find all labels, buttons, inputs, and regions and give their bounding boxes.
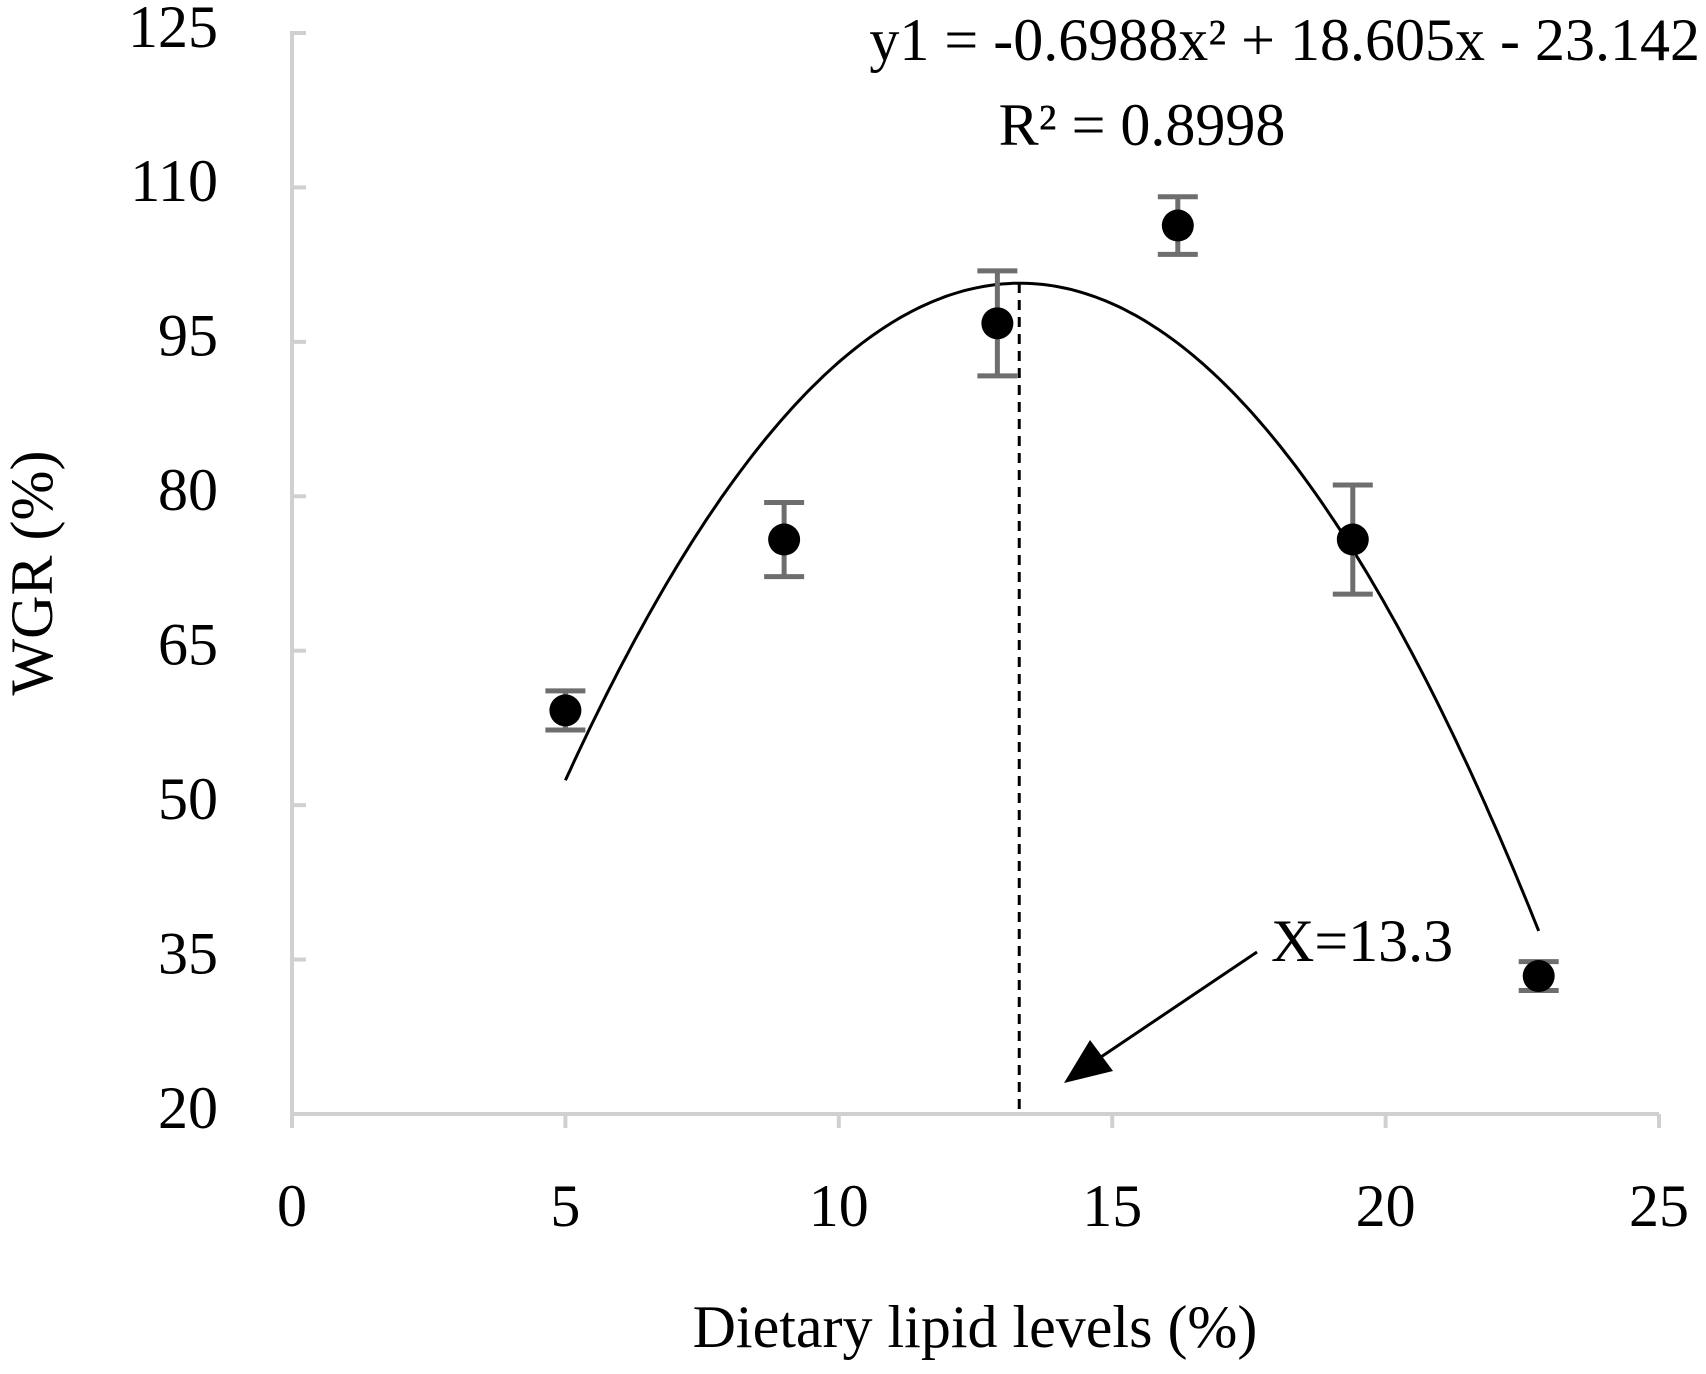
annotation-arrow-shaft <box>1094 950 1258 1063</box>
trendline <box>564 281 1541 932</box>
x-tick-label: 10 <box>809 1173 869 1239</box>
annotation-arrow-head <box>1064 1040 1113 1083</box>
fit-equation: y1 = -0.6988x² + 18.605x - 23.142 <box>869 7 1700 73</box>
reference-label: X=13.3 <box>1271 908 1453 974</box>
y-tick-label: 80 <box>158 457 218 523</box>
y-tick-label: 125 <box>128 0 218 60</box>
point <box>1161 209 1194 242</box>
point <box>1522 960 1555 993</box>
y-tick-label: 95 <box>158 303 218 369</box>
point <box>549 694 582 727</box>
point <box>768 523 801 556</box>
point <box>1336 523 1369 556</box>
r-squared: R² = 0.8998 <box>999 92 1286 158</box>
y-tick-label: 110 <box>130 148 218 214</box>
point <box>981 307 1014 340</box>
x-tick-label: 5 <box>550 1173 580 1239</box>
y-tick-label: 65 <box>158 611 218 677</box>
y-tick-label: 35 <box>158 920 218 986</box>
x-tick-label: 20 <box>1356 1173 1416 1239</box>
x-tick-label: 25 <box>1629 1173 1689 1239</box>
y-tick-label: 20 <box>158 1075 218 1141</box>
x-tick-label: 0 <box>277 1173 307 1239</box>
x-tick-label: 15 <box>1082 1173 1142 1239</box>
y-axis-title: WGR (%) <box>0 451 65 696</box>
x-axis-title: Dietary lipid levels (%) <box>693 1294 1258 1360</box>
y-tick-label: 50 <box>158 766 218 832</box>
